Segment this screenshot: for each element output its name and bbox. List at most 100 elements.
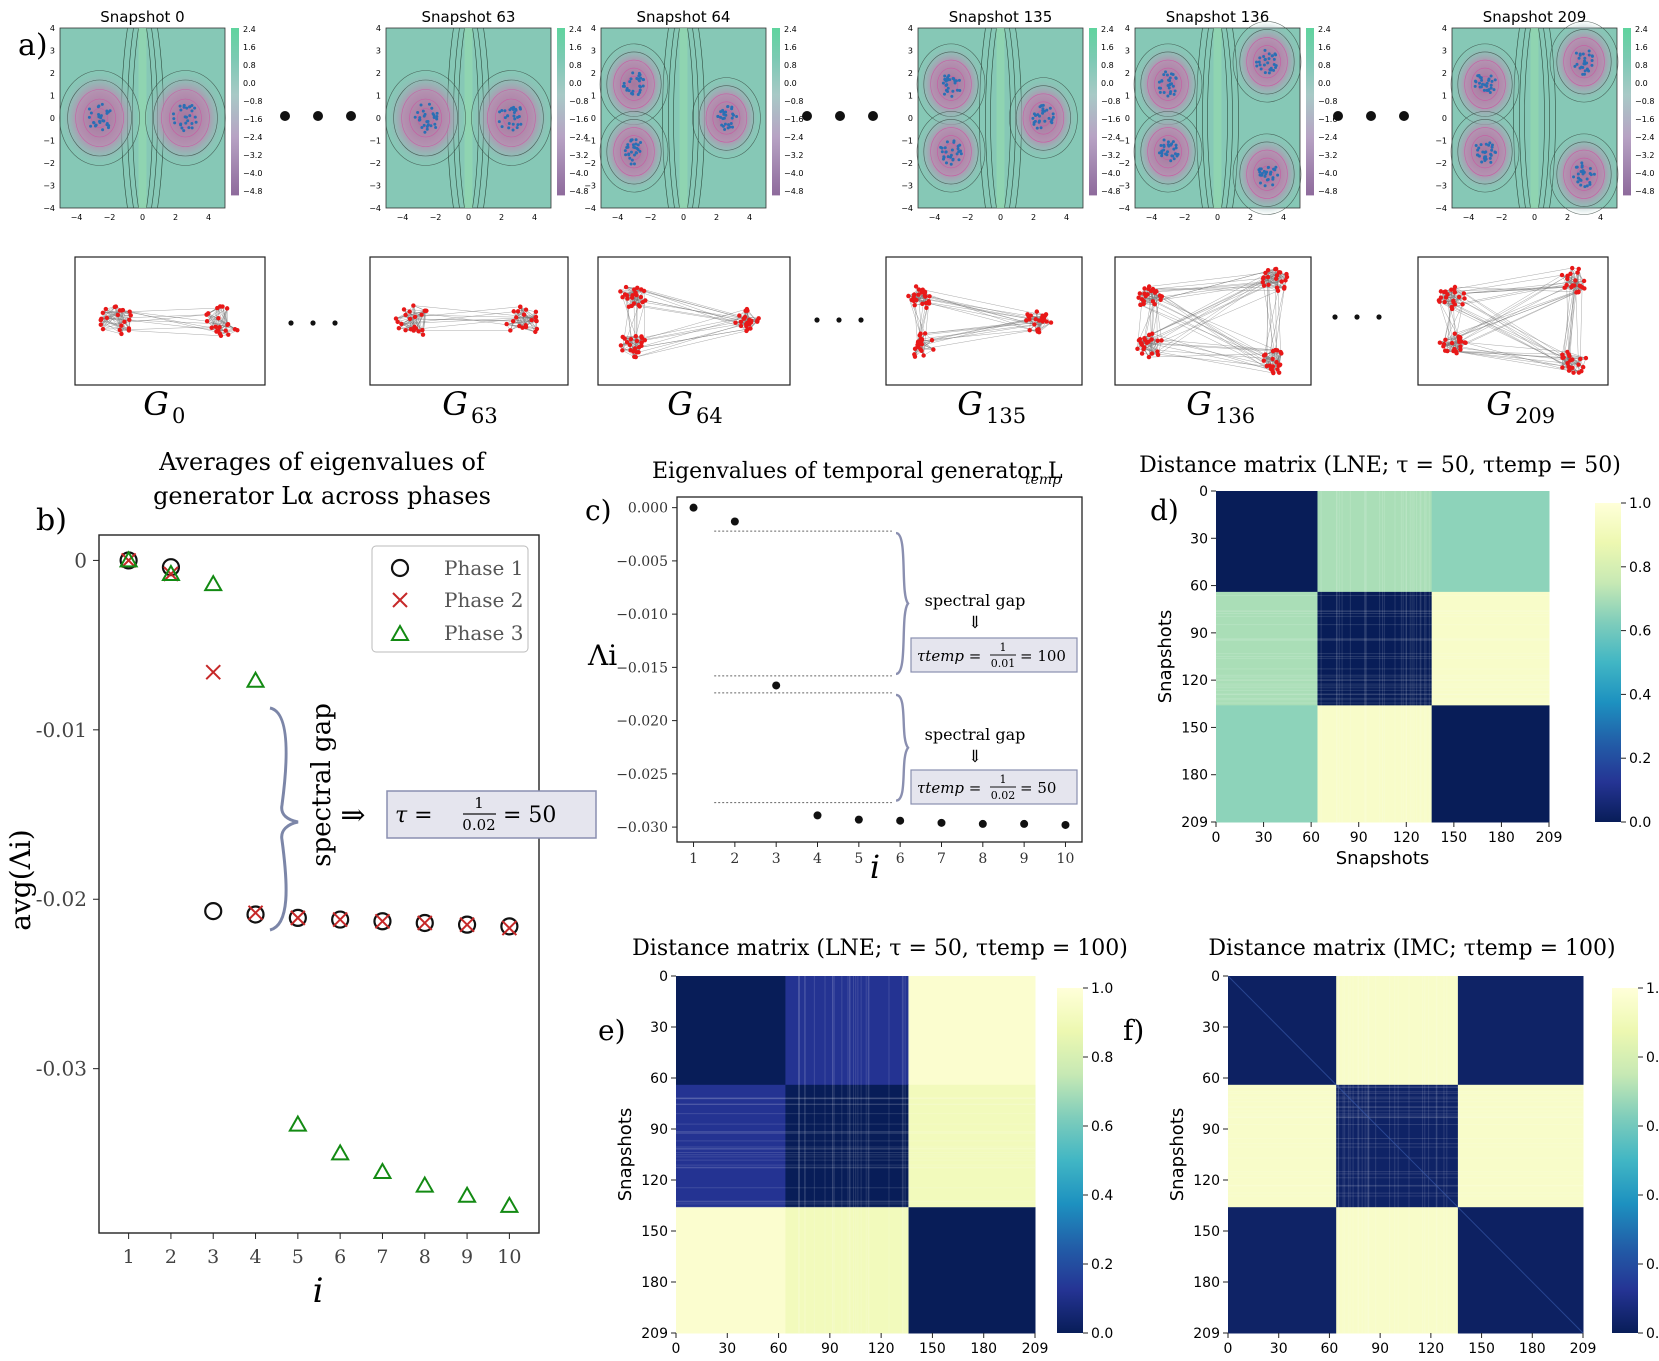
graph-node (216, 315, 221, 321)
particle (959, 152, 963, 156)
panel-b-xtick-label: 9 (461, 1246, 473, 1268)
contour-ytick: −4 (43, 204, 55, 213)
colorbar-tick-label: 0.2 (1646, 1257, 1659, 1273)
contour-colorbar-tick: −4.8 (1318, 187, 1337, 196)
contour-colorbar-tick: −0.8 (1635, 97, 1654, 106)
particle (630, 138, 634, 142)
particle (632, 145, 636, 149)
snapshot-title: Snapshot 135 (949, 8, 1053, 26)
heatmap-xtick-label: 0 (1212, 830, 1221, 846)
contour-ytick: −3 (901, 182, 913, 191)
heatmap-ytick-label: 0 (659, 969, 668, 985)
contour-ytick: −1 (901, 137, 913, 146)
graph-node (534, 326, 540, 332)
panel-c-xtick-label: 8 (978, 851, 987, 867)
graph-node (920, 287, 925, 292)
particle (628, 80, 632, 84)
graph-node (1142, 286, 1147, 291)
particle (182, 129, 186, 133)
particle (1162, 138, 1166, 142)
heatmap-block (1216, 705, 1318, 823)
contour-ring (599, 111, 669, 193)
panel-c-point (978, 819, 987, 828)
heatmap-xtick-label: 180 (1519, 1341, 1546, 1357)
graph-node (119, 331, 124, 337)
particle (100, 102, 104, 106)
graph-node (629, 303, 634, 309)
graph-node (1277, 270, 1283, 275)
contour-ytick: 4 (591, 24, 596, 33)
particle (1583, 69, 1587, 73)
particle (726, 105, 730, 109)
panel-b-ytick-label: 0 (74, 548, 87, 572)
graph-node (510, 318, 516, 324)
graph-node (1135, 346, 1140, 351)
gap-arrow: ⇓ (968, 613, 982, 633)
graph-node (1040, 319, 1045, 324)
contour-ytick: 4 (376, 24, 381, 33)
contour-colorbar-tick: 0.8 (1635, 61, 1648, 70)
particle (507, 122, 511, 126)
contour-colorbar-tick: −2.4 (1635, 133, 1654, 142)
contour-xtick: −2 (1496, 213, 1508, 222)
particle (1474, 144, 1478, 148)
graph-label-subscript: 63 (471, 404, 498, 428)
heatmap-ytick-label: 120 (1181, 673, 1208, 689)
contour-line (1538, 27, 1545, 209)
graph-node (1263, 270, 1268, 276)
graph-node (1154, 289, 1159, 294)
contour-colorbar-tick: −4.8 (569, 187, 588, 196)
phase-3-point (203, 574, 223, 592)
tau-temp-lhs: τtemp = (917, 647, 981, 665)
graph-node (515, 309, 521, 314)
colorbar-tick-label: 0.4 (1091, 1188, 1113, 1204)
graph-node (631, 349, 636, 354)
particle (726, 126, 730, 130)
graph-node (423, 308, 428, 313)
contour-colorbar-tick: −1.6 (243, 115, 262, 124)
particle (1490, 143, 1494, 147)
snapshot-4-contour: Snapshot 136 4 3 2 1 0 −1 −2 −3 −4 −4 −2 0 2 4 2.4 1.6 0.… (1118, 8, 1337, 222)
contour-ring (606, 119, 662, 185)
snapshot-1-contour: Snapshot 63 4 3 2 1 0 −1 −2 −3 −4 −4 −2 0 2 4 2.4 1.6 0.8… (369, 8, 588, 222)
particle (1489, 160, 1493, 164)
particle (1050, 118, 1054, 122)
snapshot-5-contour: Snapshot 209 4 3 2 1 0 −1 −2 −3 −4 −4 −2 0 2 4 2.4 1.6 0.… (1435, 8, 1654, 222)
contour-ytick: 1 (50, 92, 55, 101)
panel-b-ylabel: avg(Λi) (4, 829, 37, 930)
particle (625, 145, 629, 149)
particle (629, 162, 633, 166)
heatmap-xtick-label: 209 (1536, 830, 1563, 846)
colorbar-tick-label: 1.0 (1646, 981, 1659, 997)
legend-marker-phase-3 (390, 623, 410, 641)
graph-node (1437, 299, 1442, 304)
tau-temp-lhs: τtemp = (917, 779, 981, 797)
graph-node (395, 319, 400, 325)
graph-node (627, 342, 633, 348)
particle (500, 125, 504, 129)
heatmap-xtick-label: 30 (718, 1341, 736, 1357)
particle (1482, 88, 1486, 92)
particle (955, 152, 959, 156)
panel-label-f: f) (1123, 1014, 1144, 1047)
contour-ytick: −2 (901, 159, 913, 168)
colorbar-tick-label: 0.6 (1646, 1119, 1659, 1135)
particle (730, 125, 734, 129)
particle (1590, 59, 1594, 63)
heatmap-ytick-label: 209 (1193, 1326, 1220, 1342)
particle (432, 115, 436, 119)
particle (1586, 68, 1590, 72)
contour-ytick: −2 (584, 159, 596, 168)
particle (512, 105, 516, 109)
graph-node (1260, 276, 1266, 281)
heatmap-xtick-label: 60 (770, 1341, 788, 1357)
contour-ring (1232, 21, 1302, 103)
graph-node (1149, 351, 1155, 356)
contour-colorbar-tick: 2.4 (1318, 25, 1331, 34)
graph-label-subscript: 0 (172, 404, 185, 428)
particle (1258, 63, 1262, 67)
heatmap-block (1431, 591, 1550, 706)
contour-colorbar (231, 28, 239, 196)
contour-ytick: 4 (908, 24, 913, 33)
panel-c-ylabel: Λi (587, 639, 617, 672)
